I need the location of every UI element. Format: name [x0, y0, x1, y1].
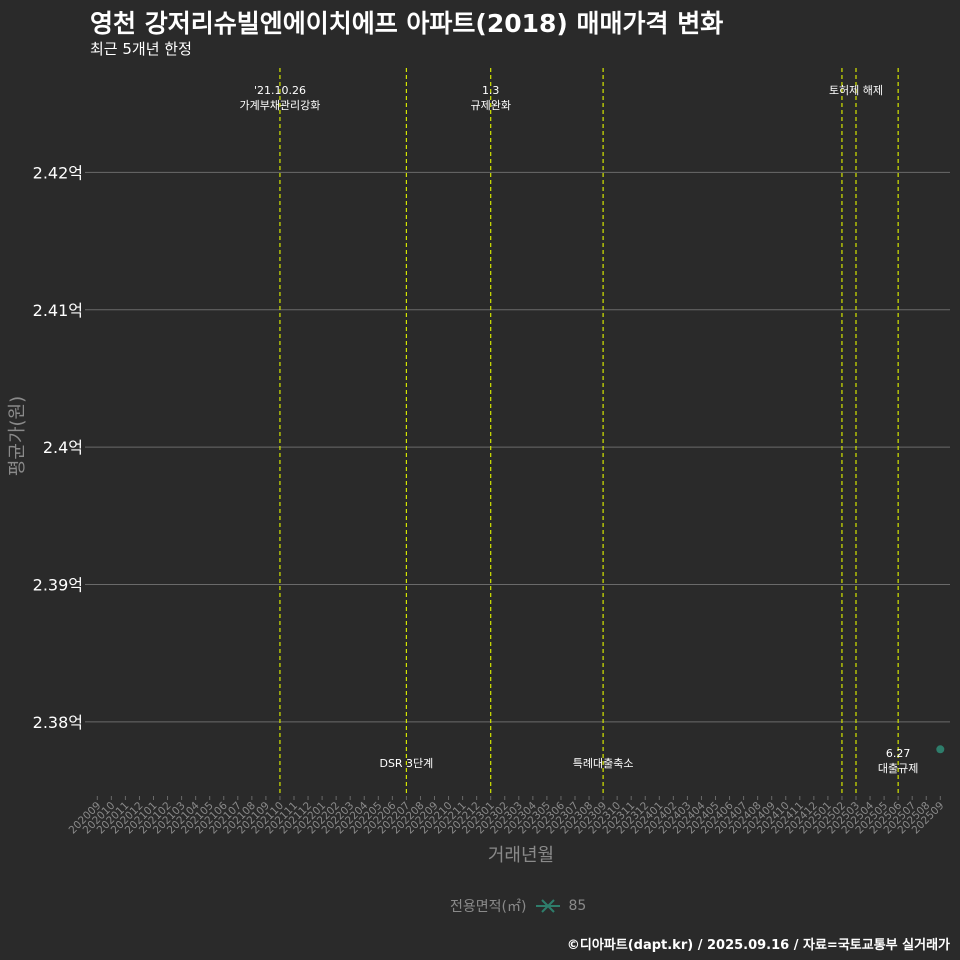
- data-point: [936, 745, 945, 754]
- y-tick-label: 2.38억: [33, 713, 83, 732]
- y-axis-label: 평균가(원): [7, 395, 28, 477]
- legend: 전용면적(㎡) 85: [450, 896, 586, 916]
- chart-title: 영천 강저리슈빌엔에이치에프 아파트(2018) 매매가격 변화: [90, 9, 724, 38]
- y-tick-label: 2.41억: [33, 301, 83, 320]
- event-annotation: 토허제 해제: [829, 83, 883, 97]
- event-annotation: DSR 3단계: [379, 757, 433, 770]
- y-tick-label: 2.39억: [33, 575, 83, 594]
- y-tick-label: 2.42억: [33, 163, 83, 182]
- event-annotation: 1.3 규제완화: [470, 84, 510, 112]
- x-axis-label: 거래년월: [487, 845, 555, 866]
- event-annotation: '21.10.26 가계부채관리강화: [239, 84, 320, 112]
- source-caption: ©디아파트(dapt.kr) / 2025.09.16 / 자료=국토교통부 실…: [566, 938, 950, 953]
- event-annotation: 특례대출축소: [573, 757, 634, 770]
- event-annotation: 6.27 대출규제: [878, 747, 918, 775]
- legend-title: 전용면적(㎡): [450, 899, 527, 915]
- legend-marker-icon: [536, 899, 561, 913]
- y-tick-label: 2.4억: [43, 438, 83, 457]
- chart-subtitle: 최근 5개년 한정: [90, 40, 192, 58]
- legend-label-85: 85: [568, 898, 587, 914]
